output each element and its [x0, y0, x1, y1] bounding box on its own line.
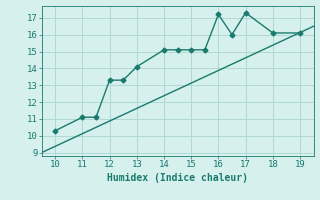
X-axis label: Humidex (Indice chaleur): Humidex (Indice chaleur): [107, 173, 248, 183]
